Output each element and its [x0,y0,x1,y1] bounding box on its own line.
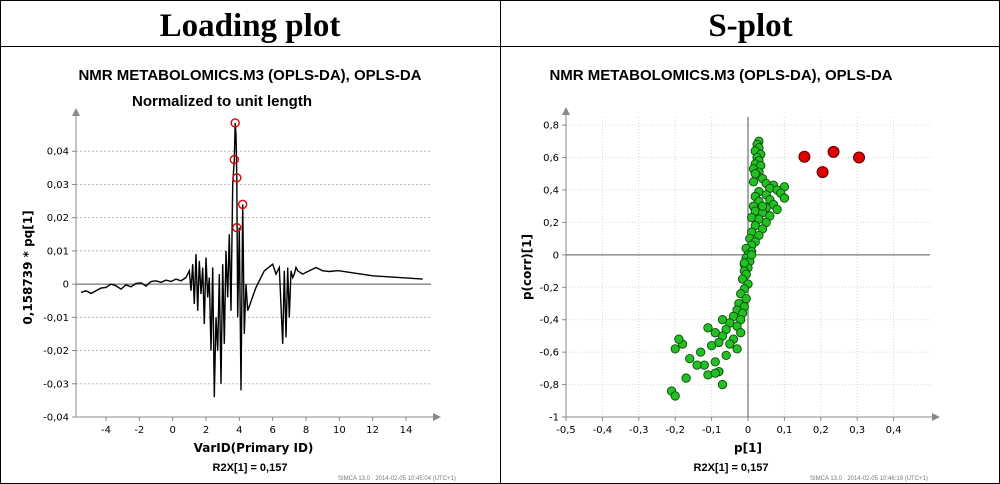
header-divider [0,46,1000,47]
loading-series-line [80,122,423,398]
s-point [725,339,735,349]
s-point [706,340,717,351]
loading-xtick-label: 12 [366,425,379,436]
loading-xtick-label: 8 [303,425,309,436]
loading-ytick-label: -0,01 [43,313,69,324]
s-ytick-label: 0,2 [543,218,559,229]
s-point [681,373,691,383]
loading-plot-title: NMR METABOLOMICS.M3 (OPLS-DA), OPLS-DA [78,67,422,84]
s-highlight-point [853,151,866,164]
s-point [739,258,750,268]
loading-xtick-label: 6 [269,425,275,436]
s-point [772,204,782,215]
s-point [674,334,684,344]
loading-ytick-label: 0,01 [47,246,69,257]
s-point [670,344,680,354]
loading-y-axis-label: 0,158739 * pq[1] [21,210,35,324]
s-xtick-label: -0,2 [665,425,685,436]
s-point [710,328,720,338]
loading-xtick-label: 10 [333,425,346,436]
s-xtick-label: 0,2 [813,425,829,436]
loading-plot-subtitle: Normalized to unit length [132,93,312,110]
s-point [721,350,731,361]
loading-highlight-marker [229,154,240,165]
s-ytick-label: 0 [553,250,559,261]
s-point [710,357,720,367]
s-point [736,328,746,338]
s-point [750,169,760,179]
loading-xtick-label: -4 [101,425,111,436]
s-point [748,177,759,187]
loading-highlight-marker [237,199,248,210]
loading-ytick-label: 0,04 [47,147,69,158]
s-highlight-point [827,145,840,158]
panel-divider [500,0,501,484]
s-ytick-label: 0,6 [543,153,559,164]
s-ytick-label: -0,2 [539,283,559,294]
loading-ytick-label: 0 [63,280,69,291]
loading-ytick-label: -0,03 [43,379,69,390]
s-x-axis-label: p[1] [734,441,762,455]
loading-x-axis-arrow [433,413,441,421]
s-ytick-label: -0,6 [539,348,559,359]
s-point [685,353,695,364]
loading-x-axis-label: VarID(Primary ID) [194,441,314,455]
s-point [757,201,768,211]
s-ytick-label: -0,4 [539,315,559,326]
loading-xtick-label: 4 [236,425,242,436]
s-xtick-label: 0 [745,425,751,436]
s-xtick-label: 0,4 [886,425,902,436]
s-x-axis-arrow [932,413,940,421]
s-point [670,391,680,401]
s-point [692,360,702,370]
loading-plot-header: Loading plot [159,8,341,44]
s-xtick-label: -0,5 [556,425,576,436]
s-point [710,368,720,378]
loading-plot-watermark: SIMCA 13.0 · 2014-02-05 10:45:04 (UTC+1) [338,476,456,482]
s-point [717,379,728,390]
loading-ytick-label: 0,03 [47,180,69,191]
loading-xtick-label: 2 [203,425,209,436]
s-xtick-label: -0,1 [702,425,722,436]
s-plot-title: NMR METABOLOMICS.M3 (OPLS-DA), OPLS-DA [549,67,893,84]
s-point [779,193,790,203]
s-point [696,347,706,357]
loading-ytick-label: -0,04 [43,413,69,424]
loading-highlight-marker [232,173,242,183]
s-ytick-label: 0,8 [543,121,559,132]
s-ytick-label: -0,8 [539,380,559,391]
s-xtick-label: -0,3 [629,425,649,436]
s-point [746,250,757,260]
loading-highlight-marker [230,118,240,128]
loading-highlight-marker [232,222,242,233]
s-plot-r2x: R2X[1] = 0,157 [693,462,769,474]
s-ytick-label: -1 [549,413,559,424]
loading-plot-r2x: R2X[1] = 0,157 [212,462,288,474]
s-plot-header: S-plot [708,8,793,44]
s-point [703,323,713,333]
loading-xtick-label: 0 [169,425,175,436]
s-xtick-label: -0,4 [593,425,613,436]
s-xtick-label: 0,1 [776,425,792,436]
loading-xtick-label: -2 [134,425,144,436]
s-point [741,293,751,304]
loading-xtick-label: 14 [400,425,413,436]
loading-ytick-label: -0,02 [43,346,69,357]
s-xtick-label: 0,3 [849,425,865,436]
s-highlight-point [798,150,811,163]
s-point [732,344,742,354]
s-ytick-label: 0,4 [543,185,559,196]
s-point [717,315,728,325]
s-y-axis-label: p(corr)[1] [520,234,534,300]
s-plot-watermark: SIMCA 13.0 · 2014-02-05 10:46:19 (UTC+1) [810,476,928,482]
loading-ytick-label: 0,02 [47,213,69,224]
s-y-axis-arrow [562,107,570,115]
s-highlight-point [816,166,829,179]
loading-y-axis-arrow [72,108,80,116]
